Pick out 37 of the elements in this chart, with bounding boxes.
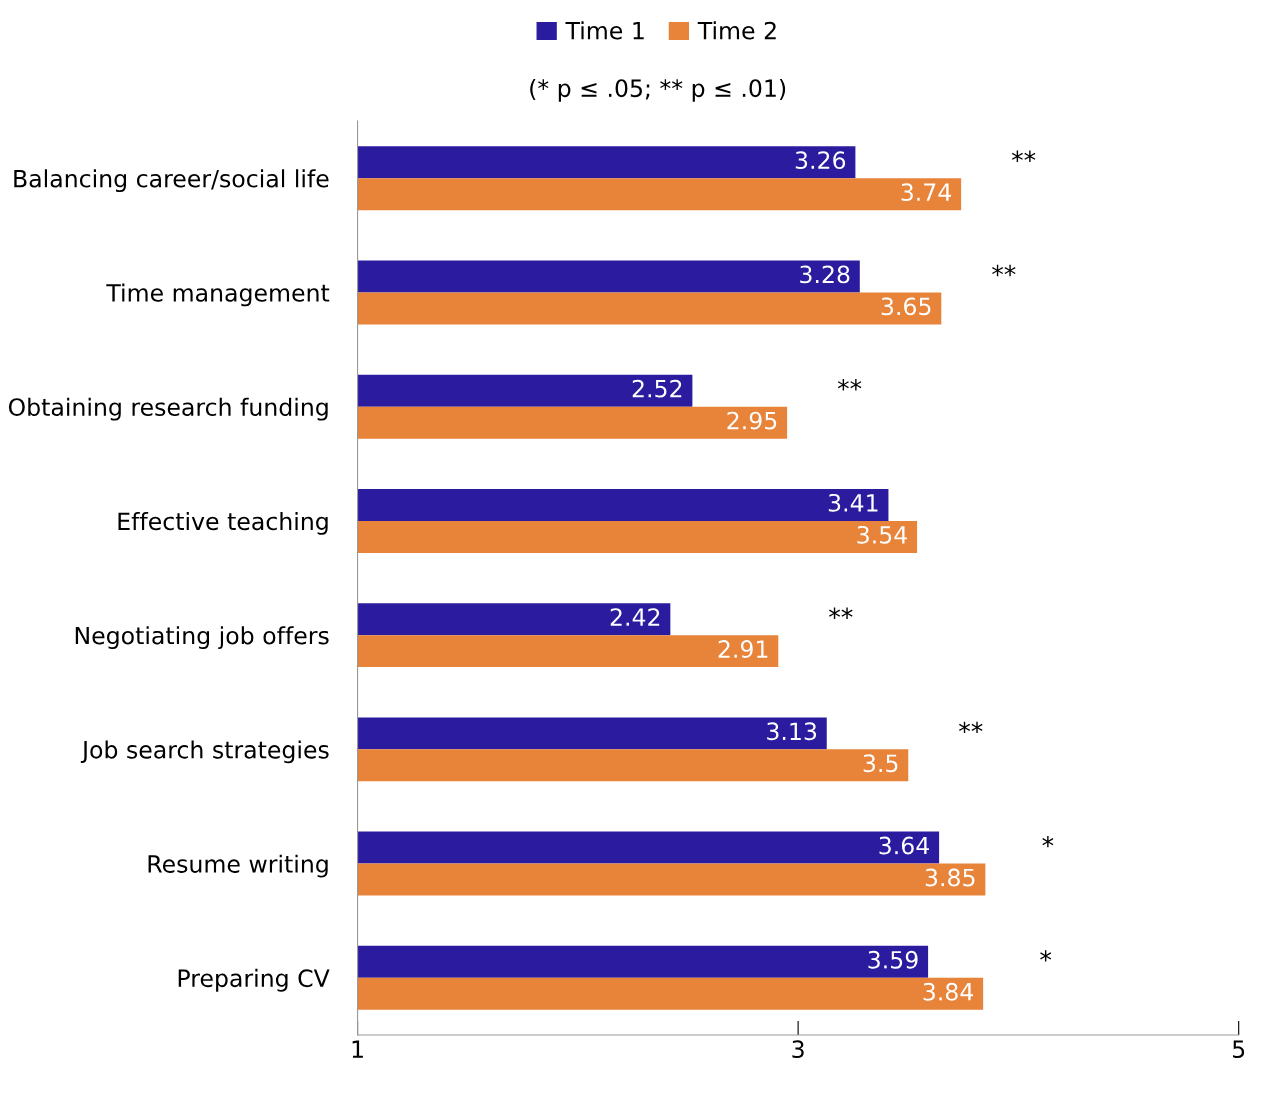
data-label: 3.64 (879, 836, 929, 855)
data-label: 3.84 (923, 982, 974, 1001)
annotation: ** (829, 607, 853, 619)
annotation: * (1042, 835, 1054, 848)
y-tick-label: Obtaining research funding (8, 397, 328, 421)
data-label: 3.54 (857, 525, 907, 544)
data-label: 3.13 (767, 722, 817, 741)
data-label: 2.42 (610, 608, 660, 626)
data-label: 3.74 (901, 183, 951, 202)
data-label: 3.28 (800, 265, 850, 284)
x-tick-label: 1 (352, 1040, 363, 1058)
annotation: ** (1011, 150, 1036, 162)
y-tick-label: Balancing career/social life (14, 169, 329, 193)
y-tick-label: Preparing CV (178, 968, 330, 992)
y-tick-label: Time management (106, 283, 330, 307)
y-tick-label: Negotiating job offers (75, 626, 329, 650)
data-label: 3.59 (868, 950, 918, 969)
y-tick-label: Effective teaching (118, 511, 328, 535)
annotation: ** (992, 264, 1016, 277)
data-label: 3.26 (795, 151, 846, 170)
annotation: ** (959, 721, 983, 734)
y-tick-label: Job search strategies (80, 740, 329, 764)
data-label: 2.95 (727, 411, 777, 430)
y-tick-label: Resume writing (148, 854, 328, 878)
legend-label: Time 1 (565, 21, 644, 40)
legend-label: Time 2 (697, 21, 776, 40)
data-label: 2.91 (718, 640, 768, 658)
data-label: 2.52 (632, 379, 682, 398)
x-tick-label: 3 (792, 1040, 804, 1059)
annotation: * (1040, 950, 1052, 962)
annotation: ** (837, 379, 862, 391)
data-label: 3.85 (925, 868, 975, 887)
data-label: 3.65 (881, 297, 931, 316)
x-tick-label: 5 (1233, 1040, 1245, 1059)
data-label: 3.5 (863, 754, 898, 773)
chart-subtitle: (* p ≤ .05; ** p ≤ .01) (530, 78, 786, 102)
data-label: 3.41 (828, 493, 878, 512)
